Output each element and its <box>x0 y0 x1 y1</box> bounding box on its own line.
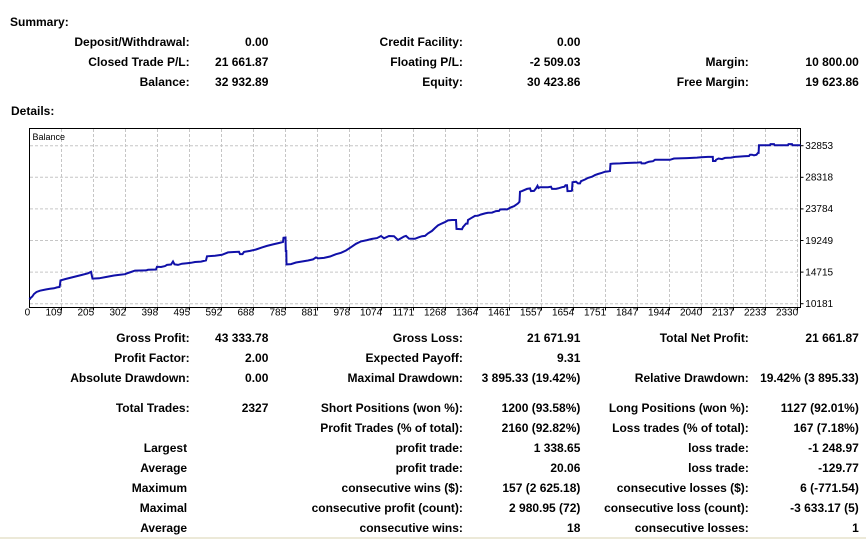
svg-text:28318: 28318 <box>805 173 833 184</box>
svg-text:688: 688 <box>238 308 255 319</box>
svg-text:14715: 14715 <box>805 267 833 278</box>
svg-text:0: 0 <box>25 308 31 319</box>
svg-text:978: 978 <box>334 308 351 319</box>
svg-text:881: 881 <box>302 308 319 319</box>
svg-text:785: 785 <box>270 308 287 319</box>
svg-text:1268: 1268 <box>424 308 447 319</box>
svg-text:1557: 1557 <box>520 308 543 319</box>
svg-text:1751: 1751 <box>584 308 607 319</box>
svg-text:23784: 23784 <box>805 204 833 215</box>
svg-text:398: 398 <box>142 308 159 319</box>
svg-text:1364: 1364 <box>456 308 479 319</box>
svg-text:Balance: Balance <box>33 132 66 142</box>
svg-text:109: 109 <box>46 308 63 319</box>
svg-text:10181: 10181 <box>805 299 833 310</box>
svg-text:1944: 1944 <box>648 308 671 319</box>
svg-text:1847: 1847 <box>616 308 639 319</box>
svg-text:1074: 1074 <box>360 308 383 319</box>
svg-text:1171: 1171 <box>393 308 415 319</box>
svg-text:2233: 2233 <box>744 308 767 319</box>
svg-text:495: 495 <box>174 308 191 319</box>
svg-text:592: 592 <box>206 308 223 319</box>
svg-text:32853: 32853 <box>805 141 833 152</box>
svg-text:2330: 2330 <box>776 308 799 319</box>
svg-text:2040: 2040 <box>680 308 703 319</box>
svg-text:302: 302 <box>110 308 127 319</box>
svg-text:1461: 1461 <box>488 308 511 319</box>
svg-text:19249: 19249 <box>805 236 833 247</box>
svg-text:1654: 1654 <box>552 308 575 319</box>
svg-text:2137: 2137 <box>712 308 735 319</box>
svg-text:205: 205 <box>78 308 95 319</box>
